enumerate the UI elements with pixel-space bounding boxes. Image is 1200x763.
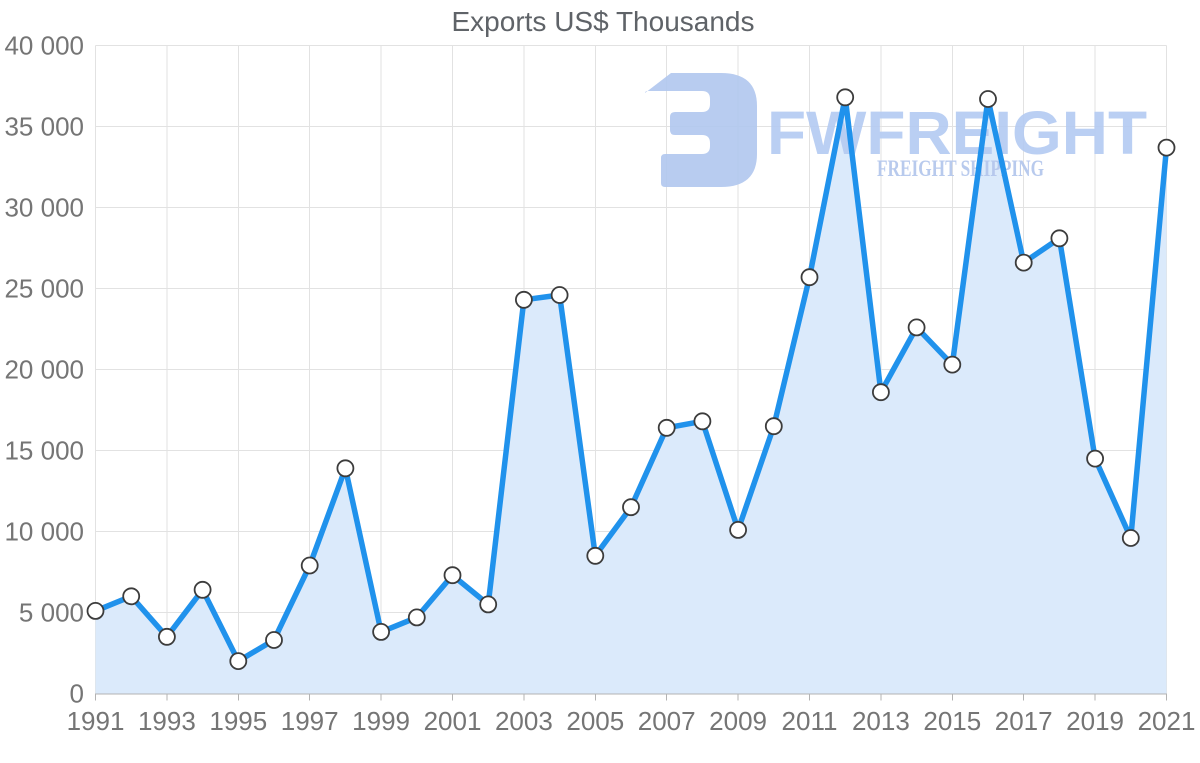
x-axis-label: 1997: [281, 706, 339, 736]
freight-logo-icon: [645, 73, 757, 187]
data-point-1994[interactable]: [193, 580, 212, 599]
y-axis-label: 30 000: [4, 193, 84, 223]
data-point-2013[interactable]: [872, 383, 890, 402]
data-point-2015[interactable]: [943, 355, 962, 374]
data-point-2009[interactable]: [729, 521, 747, 539]
data-point-2012[interactable]: [836, 88, 855, 107]
y-axis-label: 25 000: [4, 274, 84, 304]
data-point-2010[interactable]: [764, 417, 783, 436]
x-axis-label: 2001: [424, 706, 482, 736]
x-axis-label: 2003: [495, 706, 553, 736]
data-point-2003[interactable]: [515, 290, 533, 309]
axis-ticks: [95, 693, 1167, 701]
data-point-1995[interactable]: [229, 652, 248, 670]
data-point-2019[interactable]: [1086, 449, 1104, 468]
x-axis-label: 1995: [209, 706, 267, 736]
data-point-2005[interactable]: [586, 546, 605, 565]
x-axis-labels: 1991 1993 1995 1997 1999 2001 2003 2005 2007 2009…: [67, 706, 1196, 736]
data-point-2000[interactable]: [407, 608, 426, 627]
x-axis-label: 2009: [709, 706, 767, 736]
data-point-1998[interactable]: [336, 459, 355, 478]
y-axis-label: 10 000: [4, 517, 84, 547]
x-axis-label: 2007: [638, 706, 696, 736]
data-point-2017[interactable]: [1014, 253, 1033, 272]
x-axis-label: 2015: [923, 706, 981, 736]
x-axis-label: 1999: [352, 706, 410, 736]
area-fill: [95, 97, 1167, 694]
data-point-1991[interactable]: [86, 602, 105, 620]
data-point-2007[interactable]: [657, 418, 676, 437]
y-axis-labels: 0 5 000 10 000 15 000 20 000 25 000 30 000 35 0…: [4, 31, 84, 709]
data-point-2001[interactable]: [443, 566, 462, 585]
watermark: FWFREIGHT FREIGHT SHIPPING: [645, 73, 1147, 187]
y-axis-label: 40 000: [4, 31, 84, 61]
x-axis-label: 2017: [995, 706, 1053, 736]
data-point-1993[interactable]: [157, 627, 176, 646]
x-axis-label: 2021: [1138, 706, 1196, 736]
data-point-1997[interactable]: [300, 556, 319, 575]
y-axis-label: 5 000: [19, 598, 84, 628]
data-point-2006[interactable]: [622, 498, 640, 517]
x-axis-label: 2013: [852, 706, 910, 736]
watermark-subtitle: FREIGHT SHIPPING: [877, 156, 1044, 181]
data-point-1996[interactable]: [265, 631, 283, 649]
data-points: [86, 88, 1176, 670]
data-point-2020[interactable]: [1121, 529, 1140, 547]
y-axis-label: 35 000: [4, 112, 84, 142]
data-point-2021[interactable]: [1157, 138, 1176, 157]
data-point-1992[interactable]: [122, 587, 141, 606]
y-axis-label: 20 000: [4, 355, 84, 385]
data-point-2018[interactable]: [1050, 229, 1069, 248]
data-point-2014[interactable]: [907, 318, 926, 337]
data-point-1999[interactable]: [372, 623, 391, 641]
x-axis-label: 1991: [67, 706, 125, 736]
x-axis-label: 2019: [1066, 706, 1124, 736]
x-axis-label: 2011: [782, 706, 838, 736]
x-axis-label: 1993: [138, 706, 196, 736]
y-axis-label: 15 000: [4, 436, 84, 466]
x-axis-label: 2005: [566, 706, 624, 736]
y-axis-label: 0: [70, 679, 84, 709]
data-point-2016[interactable]: [979, 90, 997, 108]
data-point-2008[interactable]: [693, 412, 712, 431]
watermark-title: FWFREIGHT: [767, 99, 1147, 167]
data-point-2004[interactable]: [550, 286, 569, 304]
chart-title: Exports US$ Thousands: [452, 6, 755, 37]
data-point-2002[interactable]: [479, 595, 498, 614]
data-point-2011[interactable]: [800, 268, 819, 287]
